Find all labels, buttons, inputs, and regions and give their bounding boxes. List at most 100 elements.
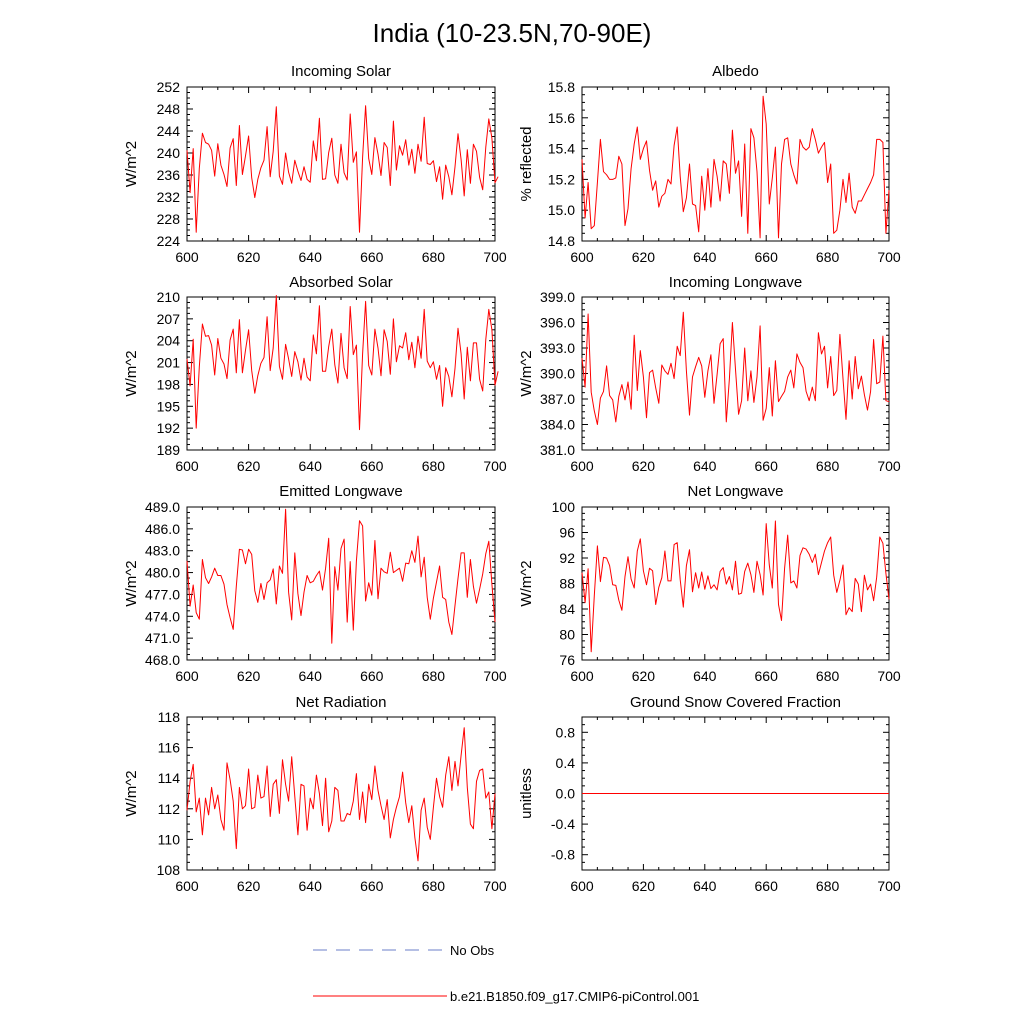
y-tick-label: 0.8 (556, 724, 576, 740)
panel-3: Incoming Longwave W/m^2 600 620 640 660 680 700… (518, 274, 901, 474)
panel-title: Ground Snow Covered Fraction (630, 694, 841, 711)
x-tick-label: 660 (360, 458, 384, 474)
x-tick-label: 620 (237, 458, 261, 474)
panel-title: Absorbed Solar (289, 274, 392, 291)
y-tick-label: 207 (157, 311, 181, 327)
y-tick-label: 224 (157, 233, 181, 249)
y-axis-label: W/m^2 (518, 350, 535, 396)
panel-7: Ground Snow Covered Fraction unitless 600 6… (518, 694, 901, 894)
y-axis-label: W/m^2 (518, 560, 535, 606)
x-tick-label: 640 (693, 249, 717, 265)
x-tick-label: 680 (422, 249, 446, 265)
y-tick-label: 14.8 (548, 233, 575, 249)
panel-2: Absorbed Solar W/m^2 600 620 640 660 680 700 189… (123, 274, 507, 474)
x-tick-label: 600 (570, 878, 594, 894)
y-tick-label: 387.0 (540, 391, 575, 407)
x-tick-label: 680 (422, 878, 446, 894)
x-tick-label: 660 (360, 878, 384, 894)
x-tick-label: 620 (632, 878, 656, 894)
x-tick-label: 700 (877, 668, 901, 684)
y-tick-label: 393.0 (540, 340, 575, 356)
legend-label-model: b.e21.B1850.f09_g17.CMIP6-piControl.001 (450, 989, 699, 1004)
x-tick-label: 700 (877, 249, 901, 265)
x-tick-label: 660 (360, 249, 384, 265)
x-tick-label: 620 (632, 458, 656, 474)
panel-title: Net Radiation (296, 694, 387, 711)
x-tick-label: 620 (237, 878, 261, 894)
panel-5: Net Longwave W/m^2 600 620 640 660 680 700 76 80 8… (518, 483, 901, 684)
y-axis-label: unitless (518, 768, 535, 819)
panel-title: Emitted Longwave (279, 483, 402, 500)
plot-frame (581, 506, 890, 661)
y-tick-label: 474.0 (145, 608, 180, 624)
series-line (186, 508, 496, 644)
x-tick-label: 700 (483, 458, 507, 474)
y-tick-label: 480.0 (145, 565, 180, 581)
x-tick-label: 700 (483, 878, 507, 894)
y-tick-label: 204 (157, 333, 181, 349)
x-tick-label: 700 (483, 668, 507, 684)
x-tick-label: 620 (632, 668, 656, 684)
x-tick-label: 600 (175, 458, 199, 474)
panel-title: Incoming Solar (291, 63, 391, 80)
y-tick-label: 15.0 (548, 202, 575, 218)
y-axis-label: % reflected (518, 126, 535, 201)
panel-6: Net Radiation W/m^2 600 620 640 660 680 700 108 1… (123, 694, 507, 894)
y-tick-label: 0.0 (556, 786, 576, 802)
x-tick-label: 700 (483, 249, 507, 265)
y-tick-label: 384.0 (540, 417, 575, 433)
y-tick-label: 116 (158, 740, 181, 756)
page-title: India (10-23.5N,70-90E) (373, 18, 652, 48)
y-tick-label: 112 (158, 801, 181, 817)
y-tick-label: 15.6 (548, 110, 575, 126)
y-tick-label: 248 (157, 101, 181, 117)
y-axis-label: W/m^2 (123, 141, 140, 187)
y-tick-label: 100 (552, 499, 576, 515)
x-tick-label: 640 (693, 878, 717, 894)
y-tick-label: 236 (157, 167, 181, 183)
y-tick-label: 96 (559, 525, 575, 541)
plot-frame (186, 716, 496, 871)
legend: No Obs b.e21.B1850.f09_g17.CMIP6-piContr… (313, 943, 699, 1004)
series-line (581, 311, 890, 425)
y-tick-label: 468.0 (145, 652, 180, 668)
panel-0: Incoming Solar W/m^2 600 620 640 660 680 700 224… (123, 63, 507, 265)
x-tick-label: 680 (816, 878, 840, 894)
y-tick-label: 390.0 (540, 366, 575, 382)
x-tick-label: 600 (175, 668, 199, 684)
y-tick-label: 76 (559, 652, 575, 668)
x-tick-label: 600 (570, 249, 594, 265)
y-tick-label: 110 (158, 831, 181, 847)
y-tick-label: 489.0 (145, 499, 180, 515)
y-tick-label: 88 (559, 576, 575, 592)
plot-frame (186, 86, 496, 242)
x-tick-label: 620 (632, 249, 656, 265)
y-tick-label: 192 (157, 420, 181, 436)
plot-frame (186, 296, 496, 451)
x-tick-label: 700 (877, 878, 901, 894)
y-axis-label: W/m^2 (123, 560, 140, 606)
x-tick-label: 640 (693, 668, 717, 684)
panel-1: Albedo % reflected 600 620 640 660 680 700 14.8 1… (518, 63, 901, 265)
y-axis-label: W/m^2 (123, 350, 140, 396)
y-tick-label: 15.2 (548, 171, 575, 187)
y-tick-label: 244 (157, 123, 181, 139)
x-tick-label: 640 (693, 458, 717, 474)
x-tick-label: 660 (755, 249, 779, 265)
y-tick-label: 118 (158, 709, 181, 725)
y-tick-label: 396.0 (540, 315, 575, 331)
y-tick-label: 477.0 (145, 586, 180, 602)
x-tick-label: 620 (237, 668, 261, 684)
y-tick-label: 228 (157, 211, 181, 227)
x-tick-label: 680 (422, 458, 446, 474)
x-tick-label: 680 (816, 458, 840, 474)
y-tick-label: 381.0 (540, 442, 575, 458)
y-tick-label: 15.8 (548, 79, 575, 95)
x-tick-label: 660 (755, 668, 779, 684)
y-tick-label: 108 (157, 862, 181, 878)
x-tick-label: 600 (175, 878, 199, 894)
x-tick-label: 700 (877, 458, 901, 474)
series-line (186, 105, 499, 233)
x-tick-label: 660 (755, 878, 779, 894)
